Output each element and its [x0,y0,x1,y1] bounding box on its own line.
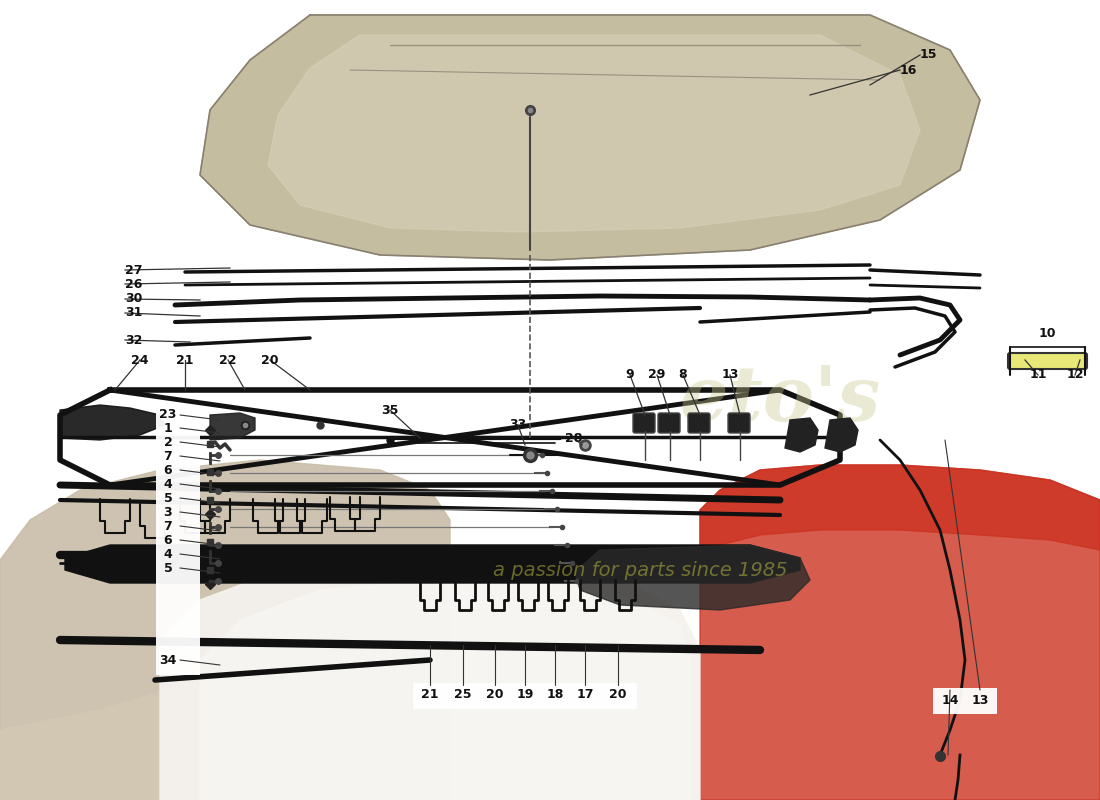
Text: 6: 6 [164,534,173,546]
Text: 11: 11 [1030,369,1047,382]
FancyBboxPatch shape [156,406,200,675]
Text: 2: 2 [164,435,173,449]
Text: 21: 21 [176,354,194,366]
Polygon shape [575,545,810,610]
Text: 25: 25 [454,689,472,702]
Text: 4: 4 [164,478,173,490]
Text: 24: 24 [131,354,149,366]
Text: 8: 8 [679,369,688,382]
Polygon shape [210,413,255,440]
Text: eto's: eto's [680,363,881,437]
Text: 23: 23 [160,409,177,422]
Polygon shape [60,405,165,440]
Polygon shape [700,465,1100,560]
Text: 20: 20 [262,354,278,366]
Polygon shape [825,418,858,452]
FancyBboxPatch shape [658,413,680,433]
Text: 5: 5 [164,491,173,505]
Text: 34: 34 [160,654,177,666]
Text: a passion for parts since 1985: a passion for parts since 1985 [493,561,788,579]
Polygon shape [200,580,690,800]
Text: 13: 13 [971,694,989,706]
Text: 7: 7 [164,450,173,462]
Text: 30: 30 [125,293,142,306]
Polygon shape [160,560,700,800]
Text: 18: 18 [547,689,563,702]
Polygon shape [785,418,818,452]
Text: 31: 31 [125,306,142,319]
Text: 21: 21 [421,689,439,702]
Polygon shape [0,460,450,800]
Polygon shape [268,35,920,232]
Text: 5: 5 [164,562,173,574]
Text: 20: 20 [486,689,504,702]
Text: 29: 29 [648,369,666,382]
FancyBboxPatch shape [688,413,710,433]
FancyBboxPatch shape [632,413,654,433]
Polygon shape [700,465,1100,800]
Text: 12: 12 [1066,369,1083,382]
Text: 33: 33 [509,418,527,431]
Text: 19: 19 [516,689,534,702]
Text: 15: 15 [920,49,937,62]
FancyBboxPatch shape [728,413,750,433]
Polygon shape [0,640,450,800]
Text: 28: 28 [565,431,583,445]
Text: 1: 1 [164,422,173,434]
Text: 10: 10 [1038,327,1056,340]
FancyBboxPatch shape [933,688,997,714]
Text: 3: 3 [164,506,173,518]
Text: 4: 4 [164,547,173,561]
Polygon shape [200,15,980,260]
Text: 35: 35 [382,403,398,417]
Text: 20: 20 [609,689,627,702]
Text: 9: 9 [626,369,635,382]
FancyBboxPatch shape [412,683,637,709]
Text: 16: 16 [900,63,917,77]
Text: 22: 22 [219,354,236,366]
Text: 27: 27 [125,263,143,277]
Text: 7: 7 [164,519,173,533]
Polygon shape [65,545,800,583]
Text: 14: 14 [942,694,959,706]
Text: 32: 32 [125,334,142,346]
Text: 13: 13 [722,369,739,382]
FancyBboxPatch shape [1008,353,1087,369]
Text: 17: 17 [576,689,594,702]
Text: 6: 6 [164,463,173,477]
Text: 26: 26 [125,278,142,290]
